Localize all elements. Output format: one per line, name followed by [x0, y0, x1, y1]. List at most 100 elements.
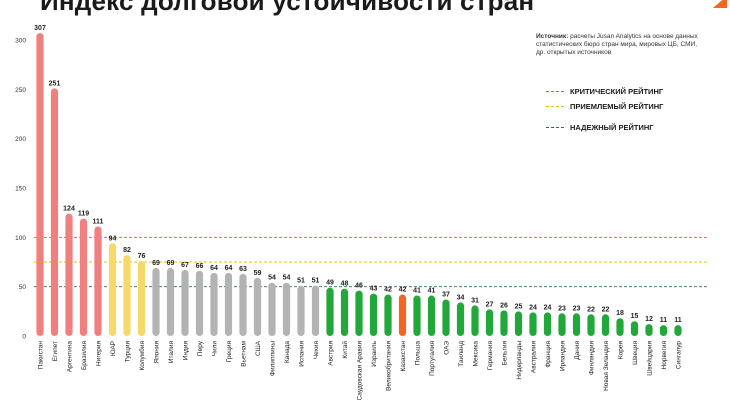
legend-label-acceptable: ПРИЕМЛЕМЫЙ РЕЙТИНГ [570, 101, 664, 111]
bar [601, 314, 610, 336]
brand-logo-icon [713, 0, 727, 8]
legend-swatch-acceptable [546, 105, 564, 107]
category-label: США [255, 340, 262, 356]
bar [195, 270, 204, 336]
bar-value-label: 63 [239, 266, 247, 273]
bar [239, 273, 247, 336]
bar [384, 294, 392, 336]
bar [94, 226, 102, 336]
category-label: Филиппины [270, 341, 277, 376]
bar-value-label: 64 [225, 265, 233, 272]
bar-value-label: 24 [529, 304, 537, 311]
category-label: Швеция [632, 341, 639, 365]
bar [210, 272, 218, 336]
bar-value-label: 31 [471, 297, 479, 304]
y-tick-label: 100 [15, 235, 26, 242]
bar [442, 299, 450, 336]
category-label: Сингапур [676, 341, 683, 369]
bar-value-label: 82 [123, 247, 131, 254]
category-label: Вьетнам [241, 340, 248, 366]
bar-value-label: 18 [616, 310, 624, 317]
legend-swatch-critical [546, 90, 564, 92]
bar-value-label: 76 [138, 253, 146, 260]
bar-value-label: 69 [167, 260, 175, 267]
bar-value-label: 66 [196, 263, 204, 270]
bar-value-label: 51 [297, 278, 305, 285]
category-label: Польша [415, 341, 422, 366]
bar-value-label: 43 [370, 286, 378, 293]
bar [181, 269, 189, 336]
bar [65, 213, 73, 336]
category-label: ЮАР [110, 341, 117, 356]
bar-value-label: 23 [558, 305, 566, 312]
y-tick-label: 50 [19, 284, 27, 291]
bar-value-label: 41 [428, 288, 436, 295]
bar [123, 255, 131, 336]
bar [587, 314, 595, 336]
bar-value-label: 94 [109, 235, 117, 242]
bar [471, 305, 479, 336]
bar-value-label: 24 [544, 304, 552, 311]
legend-label-critical: КРИТИЧЕСКИЙ РЕЙТИНГ [570, 86, 664, 96]
bar-value-label: 42 [384, 287, 392, 294]
category-label: Финляндия [589, 341, 596, 375]
bar [50, 88, 59, 336]
category-label: Германия [487, 341, 494, 371]
bar-value-label: 251 [49, 80, 61, 87]
category-label: Казахстан [400, 341, 407, 372]
bar-value-label: 23 [573, 305, 581, 312]
legend-item-reliable: НАДЕЖНЫЙ РЕЙТИНГ [546, 122, 654, 132]
bar [268, 282, 276, 336]
bar [543, 312, 552, 336]
y-tick-label: 150 [15, 186, 26, 193]
bar [514, 311, 523, 336]
bar [485, 309, 494, 336]
category-label: Китай [341, 341, 349, 359]
category-label: Саудовская Аравия [357, 341, 364, 400]
bar-value-label: 26 [500, 302, 508, 309]
category-label: Нигерия [96, 341, 103, 366]
bar [36, 33, 44, 337]
bar [224, 272, 233, 336]
bar [659, 325, 668, 336]
category-label: Аргентина [67, 341, 74, 373]
category-label: Индия [183, 341, 190, 361]
category-label: Новая Зеландия [603, 341, 610, 391]
bar [137, 261, 146, 336]
category-label: Израиль [371, 340, 378, 366]
bar [79, 218, 88, 336]
category-label: Бразилия [81, 341, 88, 370]
category-label: Франция [545, 341, 552, 368]
bar-value-label: 67 [181, 262, 189, 269]
bar [645, 324, 653, 336]
bar [152, 267, 160, 336]
bar-value-label: 15 [631, 313, 639, 320]
bar-value-label: 59 [254, 270, 262, 277]
category-label: Таиланд [458, 341, 465, 367]
bar-value-label: 54 [268, 275, 276, 282]
category-label: Австралия [531, 341, 538, 374]
bar-value-label: 12 [645, 316, 653, 323]
legend-item-acceptable: ПРИЕМЛЕМЫЙ РЕЙТИНГ [546, 101, 663, 111]
category-label: Бельгия [502, 341, 509, 366]
chart-title: Индекс долговой устойчивости стран [40, 0, 535, 16]
category-label: Ирландия [560, 341, 567, 371]
bar [282, 282, 291, 336]
bar [297, 285, 305, 336]
bar-value-label: 11 [660, 317, 668, 324]
source-label: Источник: [536, 33, 569, 40]
category-label: Турция [125, 341, 132, 363]
bar [616, 318, 624, 336]
category-label: Канада [284, 341, 291, 363]
bar [630, 321, 639, 336]
category-label: Норвегия [661, 341, 668, 370]
category-label: ОАЭ [444, 341, 451, 355]
bar-value-label: 54 [283, 275, 291, 282]
bar [311, 285, 320, 336]
y-tick-label: 300 [15, 38, 26, 45]
category-label: Португалия [429, 341, 436, 376]
bar [166, 267, 175, 336]
category-label: Перу [197, 340, 204, 356]
bar [529, 312, 537, 336]
